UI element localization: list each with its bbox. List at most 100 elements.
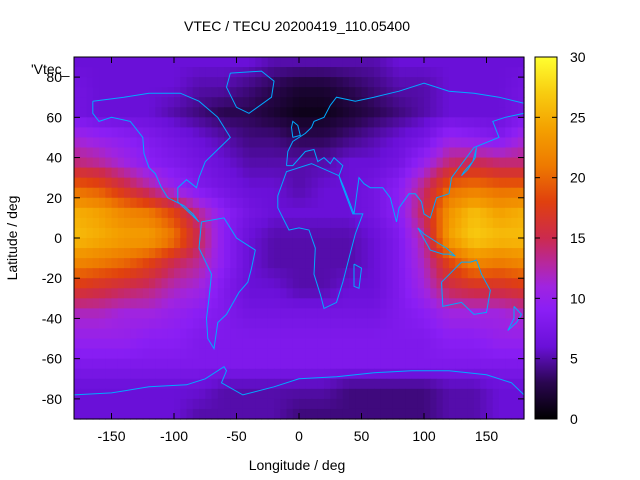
heatmap-cell	[80, 67, 88, 78]
heatmap-cell	[280, 167, 288, 179]
heatmap-cell	[349, 378, 356, 390]
heatmap-cell	[149, 298, 156, 309]
heatmap-cell	[361, 67, 369, 78]
heatmap-cell	[417, 308, 425, 320]
heatmap-cell	[492, 167, 500, 179]
heatmap-cell	[99, 217, 106, 229]
heatmap-cell	[230, 197, 238, 209]
heatmap-cell	[449, 177, 456, 189]
heatmap-cell	[267, 107, 275, 118]
heatmap-cell	[142, 97, 150, 108]
heatmap-cell	[467, 207, 475, 219]
heatmap-cell	[224, 278, 231, 289]
heatmap-cell	[255, 348, 263, 360]
heatmap-cell	[174, 338, 181, 350]
heatmap-cell	[180, 87, 188, 98]
heatmap-cell	[430, 137, 438, 149]
heatmap-cell	[142, 398, 150, 410]
heatmap-cell	[349, 137, 356, 149]
heatmap-cell	[111, 238, 119, 249]
heatmap-cell	[205, 378, 213, 390]
heatmap-cell	[517, 187, 525, 199]
heatmap-cell	[255, 137, 263, 149]
heatmap-cell	[136, 137, 144, 149]
heatmap-cell	[367, 217, 375, 229]
heatmap-cell	[317, 97, 325, 108]
heatmap-cell	[430, 177, 438, 189]
heatmap-cell	[411, 227, 419, 239]
heatmap-cell	[292, 197, 300, 209]
heatmap-cell	[130, 318, 138, 330]
heatmap-cell	[117, 227, 125, 239]
heatmap-cell	[242, 398, 250, 410]
heatmap-cell	[499, 388, 506, 400]
heatmap-cell	[261, 348, 269, 360]
heatmap-cell	[280, 157, 288, 169]
heatmap-cell	[317, 338, 325, 350]
heatmap-cell	[74, 308, 81, 320]
heatmap-cell	[405, 238, 413, 249]
heatmap-cell	[205, 197, 213, 209]
heatmap-cell	[149, 127, 156, 139]
heatmap-cell	[136, 87, 144, 98]
heatmap-cell	[86, 398, 94, 410]
heatmap-cell	[211, 388, 219, 400]
heatmap-cell	[230, 288, 238, 299]
heatmap-cell	[399, 187, 406, 199]
heatmap-cell	[99, 157, 106, 169]
heatmap-cell	[324, 157, 331, 169]
heatmap-cell	[192, 127, 200, 139]
heatmap-cell	[124, 177, 131, 189]
heatmap-cell	[161, 328, 169, 340]
heatmap-cell	[461, 328, 469, 340]
heatmap-cell	[349, 388, 356, 400]
heatmap-cell	[317, 87, 325, 98]
heatmap-cell	[505, 57, 513, 68]
heatmap-cell	[367, 408, 375, 420]
heatmap-cell	[336, 398, 344, 410]
heatmap-cell	[136, 177, 144, 189]
heatmap-cell	[330, 238, 338, 249]
heatmap-cell	[230, 87, 238, 98]
heatmap-cell	[474, 117, 481, 128]
heatmap-cell	[380, 358, 388, 370]
heatmap-cell	[486, 278, 494, 289]
heatmap-cell	[324, 318, 331, 330]
heatmap-cell	[436, 338, 444, 350]
heatmap-cell	[92, 268, 100, 279]
heatmap-cell	[417, 358, 425, 370]
heatmap-cell	[486, 147, 494, 159]
y-tick-label: 80	[46, 69, 62, 85]
heatmap-cell	[155, 177, 163, 189]
heatmap-cell	[455, 328, 463, 340]
heatmap-cell	[105, 207, 113, 219]
heatmap-cell	[161, 67, 169, 78]
heatmap-cell	[111, 137, 119, 149]
heatmap-cell	[130, 187, 138, 199]
heatmap-cell	[517, 298, 525, 309]
heatmap-cell	[424, 378, 431, 390]
heatmap-cell	[374, 348, 381, 360]
heatmap-cell	[399, 308, 406, 320]
heatmap-cell	[130, 67, 138, 78]
heatmap-cell	[136, 238, 144, 249]
heatmap-cell	[486, 358, 494, 370]
heatmap-cell	[174, 308, 181, 320]
heatmap-cell	[467, 147, 475, 159]
heatmap-cell	[505, 87, 513, 98]
heatmap-cell	[442, 388, 450, 400]
heatmap-cell	[199, 77, 206, 88]
heatmap-cell	[517, 117, 525, 128]
heatmap-cell	[255, 167, 263, 179]
heatmap-cell	[311, 207, 319, 219]
heatmap-cell	[367, 107, 375, 118]
heatmap-cell	[299, 408, 306, 420]
heatmap-cell	[286, 217, 294, 229]
heatmap-cell	[436, 278, 444, 289]
heatmap-cell	[367, 388, 375, 400]
heatmap-cell	[267, 187, 275, 199]
heatmap-cell	[267, 207, 275, 219]
heatmap-cell	[386, 127, 394, 139]
heatmap-cell	[517, 338, 525, 350]
heatmap-cell	[517, 288, 525, 299]
